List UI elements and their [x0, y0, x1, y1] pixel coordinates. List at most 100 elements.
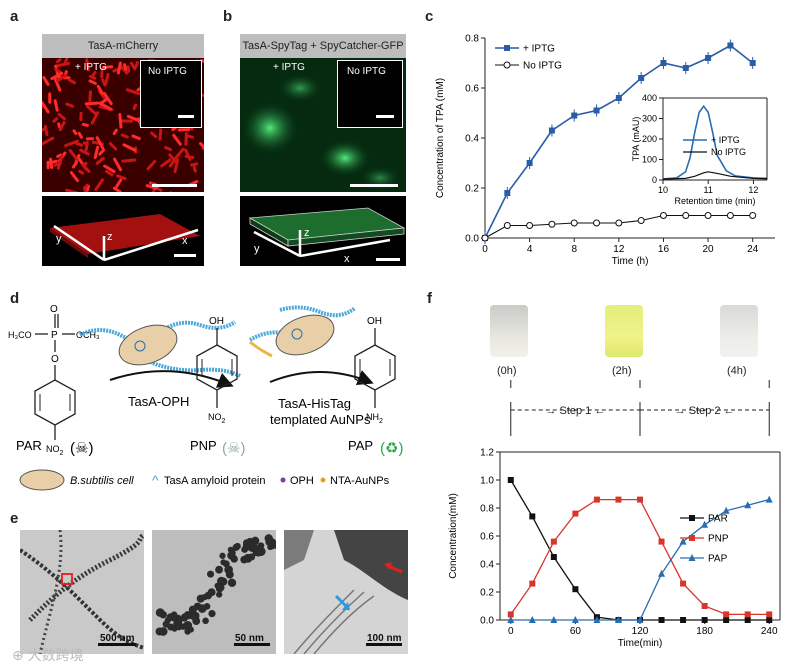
data-point: [722, 506, 730, 514]
step2-label-1: TasA-HisTag: [278, 396, 351, 411]
data-point: [481, 234, 489, 242]
y-tick-label: 100: [642, 155, 657, 165]
scalebar-b: [350, 184, 398, 187]
legend-label: PNP: [708, 534, 729, 545]
panel-label-d: d: [10, 290, 20, 307]
step1-label: → Step 1 ←: [545, 405, 605, 417]
recycle-icon-pap: (♻): [380, 440, 403, 457]
tem-image-1: [20, 530, 144, 654]
tube-4h: [720, 305, 758, 357]
inset-scalebar-a: [178, 115, 194, 118]
legend-marker: [688, 554, 696, 561]
x-tick-label: 120: [632, 626, 649, 637]
x-tick-label: 4: [527, 244, 533, 255]
legend-cell: B.subtilis cell: [70, 475, 134, 487]
pap-structure: OH NH2: [354, 316, 396, 425]
par-methoxy-left: H₃CO: [8, 330, 32, 340]
tpa-inset-chart: 10 11 12 0 100 200 300 400 Retention time (min) T…: [631, 93, 768, 206]
data-point: [680, 580, 687, 587]
data-point: [571, 616, 579, 623]
data-point: [529, 580, 536, 587]
data-point: [637, 496, 643, 503]
skull-icon-pnp: (☠): [222, 440, 245, 457]
amyloid-legend-icon: ^: [152, 472, 159, 488]
y-tick-label: 1.0: [480, 476, 494, 487]
tem-image-2: [152, 530, 276, 654]
x-tick-label: 60: [570, 626, 582, 637]
data-point: [593, 219, 601, 227]
tube-label-4h: (4h): [727, 365, 747, 377]
par-label: PAR: [16, 438, 42, 453]
pnp-oh: OH: [209, 316, 224, 327]
data-point: [723, 611, 730, 618]
legend-label: No IPTG: [523, 61, 562, 72]
no-iptg-label-b: No IPTG: [347, 66, 386, 77]
no-iptg-label-a: No IPTG: [148, 66, 187, 77]
panel-label-c: c: [425, 8, 434, 25]
panel-label-e: e: [10, 510, 19, 527]
par-o-ester: O: [51, 354, 59, 365]
data-point: [766, 611, 773, 618]
data-point: [528, 616, 536, 623]
legend-label: + IPTG: [711, 135, 740, 145]
mcherry-3d-image: y z x: [42, 196, 204, 266]
conversion-chart: → Step 1 ← → Step 2 ← 0 60 120 180 240 0.0 0.2 0.…: [448, 380, 781, 649]
data-point: [680, 617, 687, 623]
data-point: [682, 212, 690, 219]
cell-aunp: [248, 305, 357, 358]
x-tick-label: 24: [747, 244, 759, 255]
y-tick-label: 400: [642, 93, 657, 103]
data-point: [593, 616, 601, 623]
data-point: [614, 616, 622, 623]
x-tick-label: 16: [658, 244, 670, 255]
tem-image-3: [284, 530, 408, 654]
legend-marker: [503, 61, 511, 69]
series-line-pnp: [510, 498, 770, 616]
x-tick-label: 20: [703, 244, 715, 255]
legend-amyloid: TasA amyloid protein: [164, 475, 266, 487]
par-p: P: [51, 330, 58, 341]
y-axis-label: Concentration of TPA (mM): [435, 78, 446, 198]
axis-y-a: y: [56, 233, 62, 245]
x-tick-label: 12: [613, 244, 625, 255]
data-point: [548, 220, 556, 228]
axis-y-b: y: [254, 243, 260, 255]
scalebar-label-e2: 50 nm: [235, 633, 264, 644]
data-point: [704, 212, 712, 219]
data-point: [570, 219, 578, 227]
data-point: [507, 477, 514, 483]
step2-label-2: templated AuNPs: [270, 412, 371, 427]
panel-label-f: f: [427, 290, 432, 307]
x-tick-label: 8: [571, 244, 577, 255]
x-axis-label: Time (h): [612, 256, 649, 267]
data-point: [572, 586, 579, 593]
x-axis-label: Retention time (min): [674, 196, 755, 206]
y-tick-label: 0.6: [480, 532, 494, 543]
pnp-structure: OH NO2: [196, 316, 238, 425]
data-point: [503, 222, 511, 229]
data-point: [766, 617, 773, 623]
panel-label-a: a: [10, 8, 19, 25]
legend-label: PAR: [708, 514, 728, 525]
data-point: [744, 611, 751, 618]
y-tick-label: 0.0: [480, 616, 494, 627]
iptg-label-b: + IPTG: [273, 62, 305, 73]
y-tick-label: 0.4: [465, 134, 479, 145]
pap-oh: OH: [367, 316, 382, 327]
data-point: [744, 617, 751, 623]
pap-label: PAP: [348, 438, 373, 453]
series-line-noiptg: [484, 214, 753, 239]
x-axis-label: Time(min): [618, 638, 663, 649]
x-tick-label: 240: [761, 626, 778, 637]
pnp-no2: NO2: [208, 412, 226, 425]
par-o-top: O: [50, 304, 58, 315]
x-tick-label: 180: [696, 626, 713, 637]
par-structure: O P O H₃CO OCH₃ NO2: [8, 304, 100, 457]
data-point: [723, 617, 730, 623]
scalebar-label-e3: 100 nm: [367, 633, 402, 644]
data-point: [550, 616, 558, 623]
y-tick-label: 300: [642, 114, 657, 124]
data-point: [701, 617, 708, 623]
data-point: [749, 212, 757, 219]
watermark: ⊕ 大数跨境: [12, 647, 84, 663]
